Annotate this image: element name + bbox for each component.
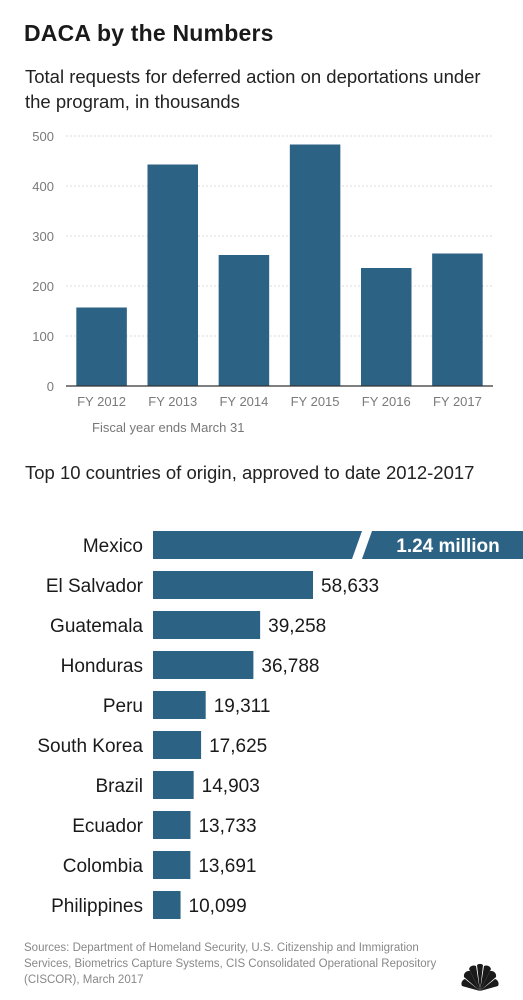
country-label: South Korea	[37, 736, 143, 757]
x-tick-label: FY 2012	[77, 394, 126, 409]
x-tick-label: FY 2015	[291, 394, 340, 409]
bar-brazil	[153, 771, 194, 799]
x-tick-label: FY 2014	[219, 394, 268, 409]
y-tick-label: 0	[47, 379, 54, 394]
country-label: El Salvador	[46, 576, 144, 597]
bar-peru	[153, 691, 206, 719]
value-label: 14,903	[202, 776, 260, 797]
fiscal-year-note: Fiscal year ends March 31	[92, 420, 245, 435]
y-tick-label: 100	[32, 329, 54, 344]
bar-fy-2013	[147, 164, 199, 386]
y-tick-label: 500	[32, 129, 54, 144]
country-label: Honduras	[61, 656, 143, 677]
countries-bar-chart: Mexico 1.24 million El Salvador 58,633 Guate…	[37, 531, 523, 919]
value-label: 19,311	[214, 696, 271, 717]
bar-philippines	[153, 891, 181, 919]
country-label: Colombia	[63, 856, 144, 877]
bar-colombia	[153, 851, 191, 879]
country-label: Guatemala	[50, 616, 143, 637]
bar-fy-2012	[76, 307, 127, 386]
country-label: Mexico	[83, 536, 143, 557]
nbc-peacock-logo	[461, 964, 499, 991]
x-tick-label: FY 2017	[433, 394, 482, 409]
country-label: Brazil	[95, 776, 143, 797]
chart1-title: Total requests for deferred action on de…	[25, 66, 481, 112]
y-tick-label: 400	[32, 179, 54, 194]
bar-fy-2017	[432, 253, 483, 386]
country-label: Peru	[103, 696, 143, 717]
bar-south-korea	[153, 731, 202, 759]
y-tick-label: 200	[32, 279, 54, 294]
page-title: DACA by the Numbers	[24, 20, 274, 46]
x-tick-label: FY 2013	[148, 394, 197, 409]
requests-bar-chart: 0 100 200 300 400 500 FY 2012 FY 2013 FY 2014 FY …	[32, 129, 493, 409]
sources-note: Sources: Department of Homeland Security…	[24, 942, 437, 986]
bar-honduras	[153, 651, 254, 679]
country-label: Philippines	[51, 896, 143, 917]
bar-mexico-break-segment	[362, 531, 523, 559]
bar-mexico	[153, 531, 362, 559]
value-label: 39,258	[268, 616, 326, 637]
value-label: 58,633	[321, 576, 379, 597]
value-label: 1.24 million	[396, 536, 499, 557]
bar-ecuador	[153, 811, 191, 839]
bar-fy-2014	[218, 255, 270, 386]
value-label: 17,625	[209, 736, 267, 757]
chart2-title: Top 10 countries of origin, approved to …	[25, 462, 475, 483]
value-label: 10,099	[189, 896, 247, 917]
bar-guatemala	[153, 611, 261, 639]
bar-el-salvador	[153, 571, 313, 599]
x-tick-label: FY 2016	[362, 394, 411, 409]
country-label: Ecuador	[72, 816, 143, 837]
bar-fy-2015	[289, 144, 341, 386]
bar-fy-2016	[360, 268, 412, 386]
value-label: 36,788	[261, 656, 319, 677]
value-label: 13,691	[198, 856, 256, 877]
y-tick-label: 300	[32, 229, 54, 244]
value-label: 13,733	[198, 816, 256, 837]
